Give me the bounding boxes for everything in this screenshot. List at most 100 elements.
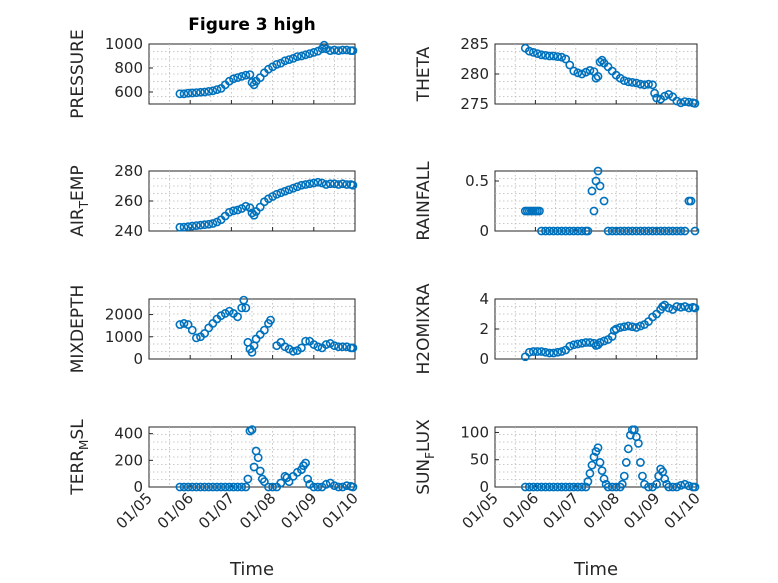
data-point [652, 226, 661, 236]
data-point [541, 347, 550, 357]
data-point [583, 226, 593, 236]
data-point [183, 320, 193, 329]
data-point [680, 226, 690, 236]
data-point [658, 302, 668, 311]
data-point [259, 325, 269, 335]
data-point [595, 338, 605, 347]
data-point [233, 482, 242, 492]
data-point [305, 179, 315, 189]
data-point [245, 203, 255, 213]
data-point [585, 66, 595, 75]
data-point [276, 478, 286, 488]
data-point [196, 220, 205, 230]
data-point [208, 482, 218, 492]
data-point [524, 46, 534, 56]
data-point [672, 302, 682, 311]
y-tick-label: 240 [114, 222, 143, 240]
data-point [549, 482, 558, 492]
y-tick-label: 400 [114, 425, 143, 443]
data-point [589, 206, 599, 216]
data-point [284, 55, 294, 64]
data-point [200, 87, 210, 97]
data-point [292, 52, 302, 61]
data-point [255, 466, 265, 476]
x-axis-label: Time [573, 559, 618, 580]
data-point [264, 482, 273, 492]
data-point [569, 66, 579, 76]
data-point [664, 303, 674, 313]
data-point [690, 482, 700, 492]
y-tick-label: 4 [479, 290, 489, 308]
data-point [237, 72, 247, 81]
y-tick-label: 285 [460, 35, 489, 53]
y-tick-label: 0 [133, 478, 143, 496]
y-tick-label: 280 [460, 65, 489, 83]
data-point [553, 482, 563, 492]
data-point [632, 78, 641, 88]
data-point [619, 322, 629, 332]
data-point [175, 89, 185, 99]
data-point [686, 196, 696, 206]
data-point [237, 303, 247, 313]
data-point [644, 482, 653, 492]
data-point [577, 69, 587, 79]
data-point [303, 474, 313, 484]
data-point [196, 482, 205, 492]
data-point [537, 50, 546, 60]
data-point [233, 312, 242, 322]
data-point [241, 70, 251, 80]
data-point [615, 226, 625, 236]
data-point [593, 340, 603, 350]
data-point [589, 452, 599, 462]
data-point [348, 343, 358, 353]
data-point [545, 348, 554, 358]
data-point [338, 342, 348, 352]
data-point [187, 482, 197, 492]
data-point [321, 44, 331, 54]
data-point [684, 481, 694, 491]
data-point [690, 226, 700, 236]
data-point [313, 177, 323, 187]
subplot-1: 600 800 1000 PRESSURE [68, 29, 358, 119]
data-point [597, 466, 607, 476]
data-series [520, 166, 700, 236]
data-point [644, 226, 653, 236]
data-point [648, 80, 657, 90]
data-point [553, 226, 563, 236]
data-point [676, 226, 686, 236]
data-point [632, 323, 641, 332]
data-point [607, 226, 617, 236]
data-point [175, 482, 185, 492]
data-series [175, 40, 358, 99]
data-point [668, 226, 678, 236]
data-point [535, 206, 544, 216]
data-point [243, 474, 253, 484]
y-tick-label: 1000 [105, 328, 143, 346]
data-point [636, 458, 645, 467]
data-point [292, 182, 302, 192]
data-point [611, 324, 621, 334]
data-point [636, 321, 645, 331]
data-point [309, 48, 319, 57]
data-point [342, 45, 352, 55]
x-tick-label: 01/08 [236, 489, 279, 532]
data-point [561, 226, 571, 236]
data-point [545, 51, 554, 61]
data-point [247, 78, 257, 87]
data-point [632, 226, 641, 236]
data-point [603, 482, 613, 492]
y-tick-label: 280 [114, 162, 143, 180]
data-point [676, 480, 686, 490]
data-point [309, 178, 319, 188]
data-series [520, 300, 700, 362]
x-axis-label: Time [229, 559, 274, 580]
data-point [537, 347, 546, 356]
data-point [196, 87, 205, 97]
data-point [557, 482, 567, 492]
data-point [179, 482, 189, 492]
data-point [627, 322, 637, 332]
data-point [573, 482, 583, 492]
data-point [648, 226, 657, 236]
data-point [583, 477, 593, 486]
